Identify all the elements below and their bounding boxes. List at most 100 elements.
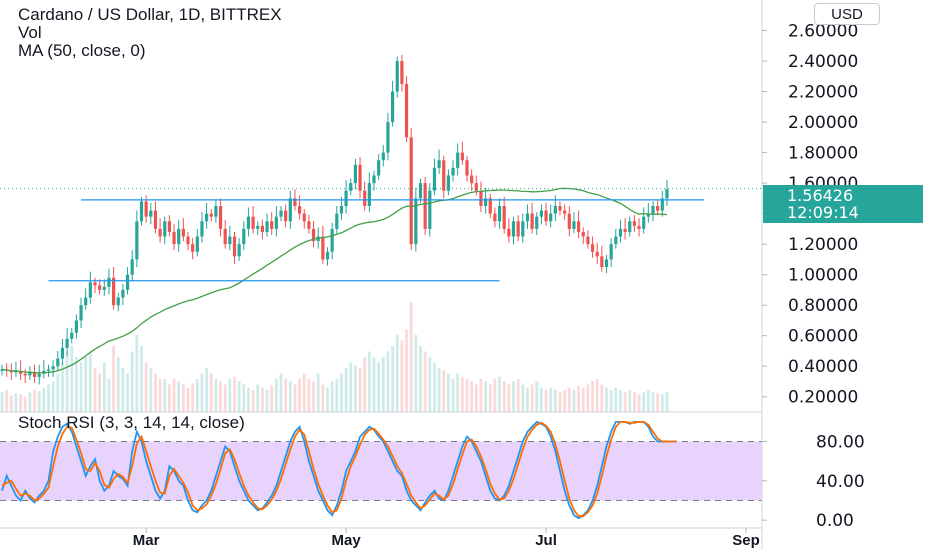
volume-bar [158, 379, 162, 412]
candle-body [177, 228, 181, 245]
volume-bar [23, 396, 27, 412]
volume-bar [502, 381, 506, 412]
volume-bar [507, 384, 511, 412]
volume-bar [288, 381, 292, 412]
candle-body [577, 221, 581, 232]
candle-body [404, 83, 409, 138]
volume-bar [470, 381, 474, 412]
x-tick-label: Sep [732, 532, 760, 549]
candle-body [149, 210, 153, 217]
volume-bar [577, 385, 580, 412]
volume-bar [437, 368, 441, 412]
candle-body [572, 221, 576, 229]
candle-body [511, 221, 516, 237]
volume-bar [628, 390, 632, 412]
candle-body [632, 221, 636, 226]
volume-bar [205, 368, 208, 412]
volume-bar [247, 387, 250, 412]
candle-body [228, 236, 232, 245]
volume-bar [358, 368, 362, 412]
candle-body [372, 175, 376, 184]
candle-body [660, 198, 664, 211]
candle-body [218, 206, 223, 229]
candle-body [232, 236, 237, 257]
volume-bar [9, 395, 13, 412]
volume-bars [0, 302, 669, 412]
bar-countdown: 12:09:14 [787, 203, 859, 222]
volume-bar [512, 381, 515, 412]
volume-bar [93, 368, 97, 412]
candle-body [237, 244, 241, 257]
candle-body [539, 210, 543, 217]
volume-bar [256, 384, 260, 412]
candle-body [558, 206, 562, 211]
candle-body [307, 221, 311, 229]
volume-bar [140, 346, 143, 412]
candle-body [530, 213, 534, 229]
candle-body [516, 221, 520, 237]
candle-body [70, 332, 74, 339]
volume-bar [498, 376, 501, 412]
ma-label: MA (50, close, 0) [18, 41, 146, 60]
volume-bar [163, 379, 167, 412]
candle-body [246, 216, 251, 229]
volume-bar [265, 390, 269, 412]
candle-body [590, 244, 595, 252]
volume-bar [270, 385, 274, 412]
candle-body [316, 236, 320, 242]
chart-title: Cardano / US Dollar, 1D, BITTREX [18, 5, 282, 24]
volume-bar [177, 381, 181, 412]
volume-bar [75, 357, 78, 412]
volume-bar [79, 362, 83, 412]
currency-button[interactable]: USD [814, 3, 880, 25]
candle-body [442, 160, 446, 191]
volume-bar [549, 387, 553, 412]
volume-bar [340, 373, 343, 412]
volume-bar [409, 302, 413, 412]
candle-body [293, 198, 297, 206]
candle-body [604, 259, 609, 268]
candle-body [409, 137, 413, 245]
candle-body [181, 228, 185, 237]
candle-body [497, 206, 502, 222]
axes: 0.20000 0.40000 0.60000 0.80000 1.00000 1.200… [0, 0, 865, 550]
candle-body [84, 297, 88, 306]
ma-line [1, 187, 668, 374]
candle-body [381, 152, 385, 161]
candle-body [200, 221, 204, 237]
candle-body [479, 190, 483, 206]
candle-body [395, 61, 399, 92]
candle-body [9, 370, 13, 373]
candle-body [116, 297, 120, 306]
candle-body [205, 213, 209, 222]
volume-bar [493, 379, 497, 412]
volume-bar [540, 387, 543, 412]
volume-bar [61, 362, 64, 412]
volume-bar [237, 381, 241, 412]
last-price-tag: 1.56426 12:09:14 [763, 185, 923, 223]
volume-bar [191, 383, 195, 412]
volume-bar [581, 387, 585, 412]
candle-body [214, 206, 218, 217]
volume-bar [544, 390, 548, 412]
volume-bar [98, 373, 102, 412]
moving-average [1, 187, 668, 374]
candle-body [609, 244, 613, 260]
volume-bar [42, 387, 46, 412]
candle-body [525, 213, 530, 222]
volume-bar [442, 370, 446, 412]
candle-body [339, 206, 344, 214]
candle-body [325, 251, 330, 260]
volume-bar [572, 390, 576, 412]
y-tick-label: 0.20000 [788, 388, 858, 408]
volume-bar [242, 384, 246, 412]
volume-bar [326, 387, 329, 412]
volume-bar [377, 362, 381, 412]
stoch-rsi-pane [0, 420, 762, 520]
volume-bar [521, 384, 525, 412]
volume-bar [107, 379, 111, 412]
candle-body [600, 256, 604, 268]
candle-body [60, 347, 65, 359]
volume-bar [447, 373, 450, 412]
